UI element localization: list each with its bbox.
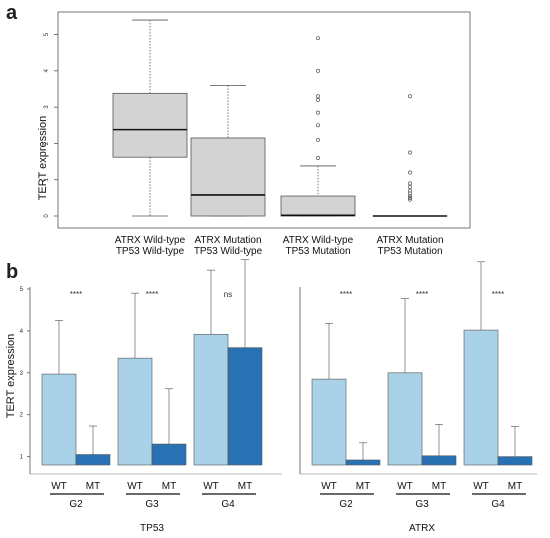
significance-label: ns [224,290,232,299]
y-tick-label: 2 [20,413,24,419]
bar-mt [497,456,533,466]
category-label: ATRX Mutation [194,235,261,246]
y-tick-label: 0 [44,214,50,218]
outlier-point [316,137,320,142]
significance-label: **** [492,290,504,299]
y-tick-label: 2 [44,141,50,145]
category-label: TP53 Mutation [285,246,350,257]
series-label: MT [162,481,176,492]
outlier-point [408,197,412,202]
bar-wt [387,372,423,466]
category-label: TP53 Wild-type [194,246,263,257]
outlier-point [316,155,320,160]
y-tick-label: 5 [20,287,24,293]
group-label: G4 [491,499,505,510]
category-label: ATRX Wild-type [283,235,354,246]
significance-label: **** [340,290,352,299]
bar-mt [345,459,381,466]
outlier-point [408,181,412,186]
panel-a-label: a [6,2,18,24]
group-label: G4 [221,499,235,510]
bar-wt [311,378,347,466]
outlier-point [316,97,320,102]
outlier-point [316,110,320,115]
series-label: WT [473,481,489,492]
y-tick-label: 3 [20,371,24,377]
series-label: MT [86,481,100,492]
bar-wt [41,373,77,466]
panel-b-label: b [6,261,18,283]
series-label: MT [238,481,252,492]
outlier-point [316,36,320,41]
box [190,137,266,217]
bar-mt [151,443,187,466]
series-label: MT [432,481,446,492]
group-label: G2 [69,499,83,510]
outlier-point [408,170,412,175]
outlier-point [316,123,320,128]
y-tick-label: 4 [44,69,50,73]
outlier-point [316,94,320,99]
bar-wt [193,333,229,466]
series-label: WT [321,481,337,492]
outlier-point [408,185,412,189]
plot-frame [57,11,471,229]
bar-wt [117,357,153,466]
bar-wt [463,329,499,466]
y-tick-label: 4 [20,329,24,335]
series-label: MT [508,481,522,492]
outlier-point [316,68,320,73]
outlier-point [408,94,412,99]
outlier-point [408,188,412,193]
significance-label: **** [416,290,428,299]
facet-title: ATRX [409,523,435,534]
category-label: TP53 Mutation [377,246,442,257]
y-axis-title: TERT expression [37,116,49,201]
bar-mt [421,455,457,466]
bar-mt [75,454,111,466]
outlier-point [408,194,412,198]
category-label: ATRX Wild-type [115,235,186,246]
outlier-point [408,150,412,155]
box [112,92,188,158]
y-tick-label: 3 [44,105,50,109]
facet-title: TP53 [140,523,164,534]
y-axis-title: TERT expression [5,334,17,419]
series-label: WT [397,481,413,492]
y-tick-label: 1 [44,177,50,181]
group-label: G3 [415,499,429,510]
category-label: TP53 Wild-type [116,246,185,257]
series-label: MT [356,481,370,492]
outlier-point [408,195,412,200]
group-label: G3 [145,499,159,510]
category-label: ATRX Mutation [376,235,443,246]
box [280,195,356,217]
series-label: WT [51,481,67,492]
significance-label: **** [70,290,82,299]
y-tick-label: 1 [20,455,24,461]
series-label: WT [127,481,143,492]
group-label: G2 [339,499,353,510]
series-label: WT [203,481,219,492]
bar-mt [227,347,263,466]
significance-label: **** [146,290,158,299]
y-tick-label: 5 [44,32,50,36]
